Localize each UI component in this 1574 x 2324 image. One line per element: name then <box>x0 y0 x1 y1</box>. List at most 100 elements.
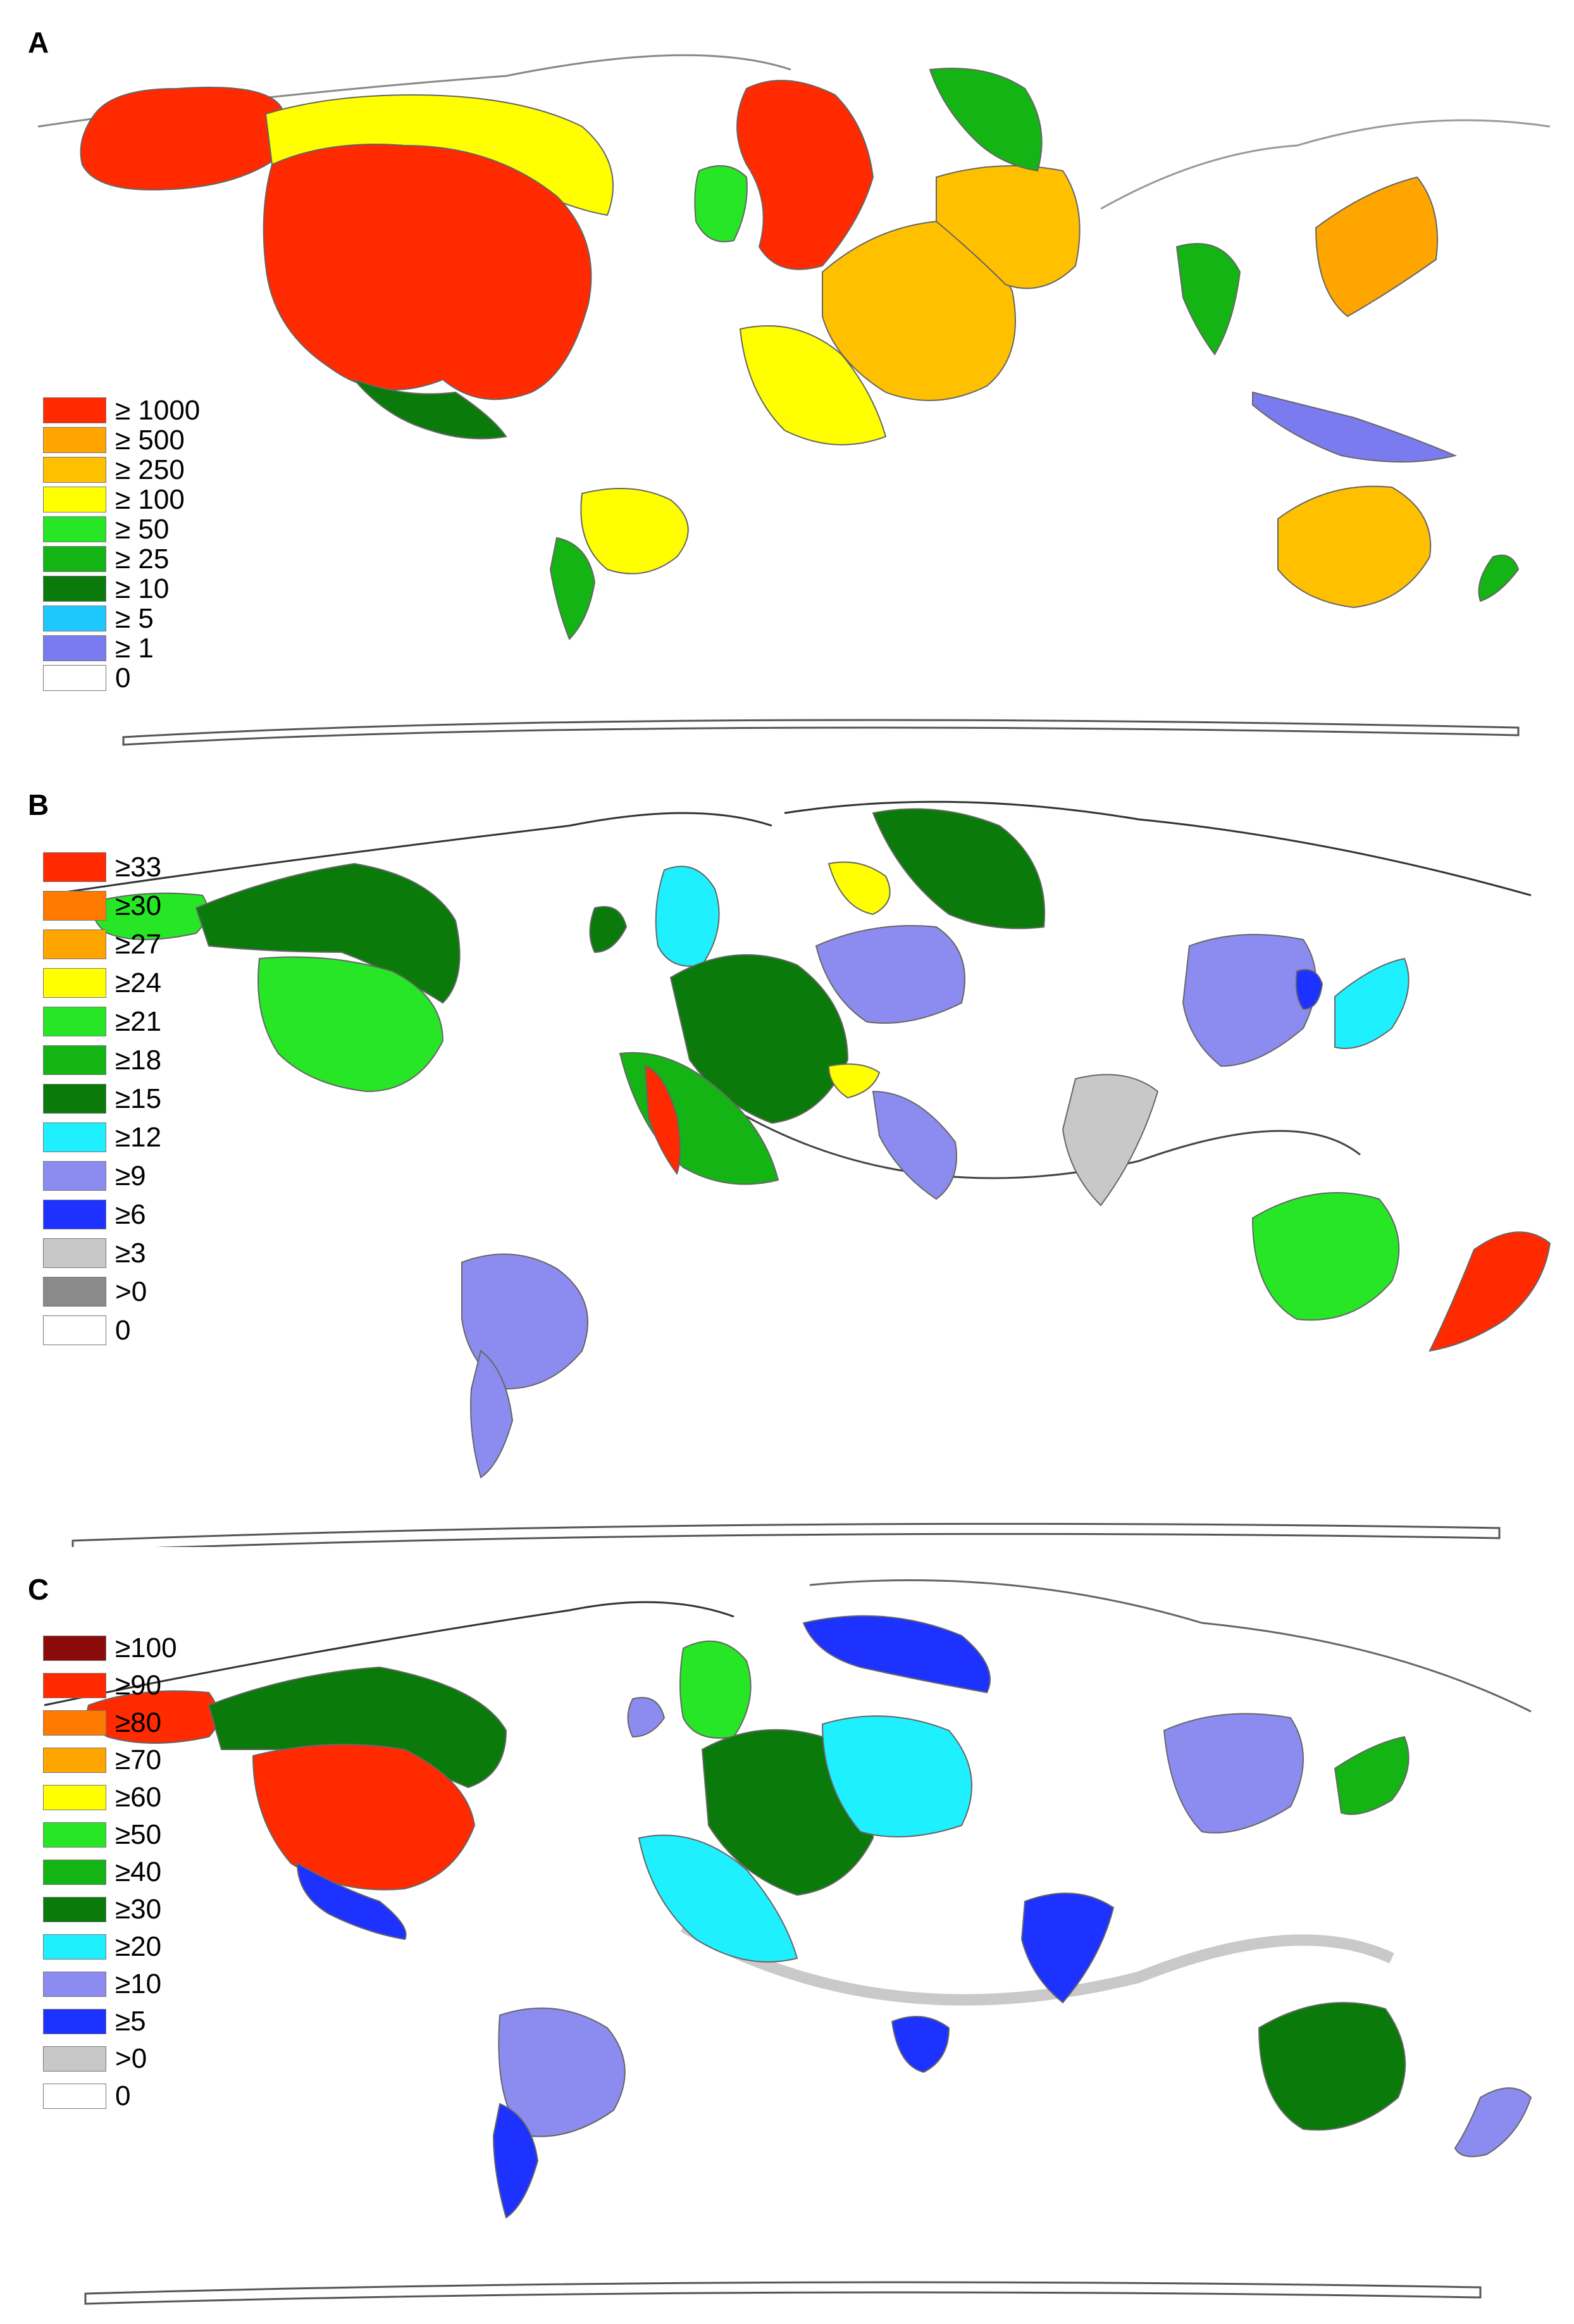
legend-item: ≥15 <box>43 1079 161 1118</box>
legend-label: 0 <box>115 662 131 693</box>
legend-item: ≥100 <box>43 1629 177 1667</box>
region-spain <box>638 1834 798 1963</box>
region-alaska <box>80 87 285 191</box>
region-canada <box>195 862 461 1004</box>
legend-label: 0 <box>115 2080 131 2111</box>
region-new-zealand <box>1428 1231 1551 1352</box>
legend-swatch <box>43 1200 106 1229</box>
legend-swatch <box>43 2083 106 2109</box>
legend-swatch <box>43 516 106 542</box>
legend-label: ≥60 <box>115 1781 162 1813</box>
legend-item: ≥ 250 <box>43 454 200 485</box>
legend-label: ≥9 <box>115 1160 146 1191</box>
region-uk <box>655 866 720 967</box>
legend-label: ≥ 250 <box>115 454 185 485</box>
legend-item: ≥60 <box>43 1779 177 1816</box>
legend-label: ≥80 <box>115 1706 162 1738</box>
legend-swatch <box>43 968 106 998</box>
legend-swatch <box>43 1859 106 1885</box>
legend-swatch <box>43 1747 106 1773</box>
region-scandinavia <box>802 1615 991 1694</box>
legend-swatch <box>43 1822 106 1848</box>
legend-item: ≥21 <box>43 1002 161 1041</box>
legend-swatch <box>43 1277 106 1307</box>
legend-swatch <box>43 1635 106 1661</box>
legend-swatch <box>43 891 106 921</box>
region-scandinavia <box>929 68 1043 172</box>
legend-label: ≥70 <box>115 1744 162 1775</box>
panel-label: B <box>28 788 49 821</box>
region-argentina <box>492 2103 539 2219</box>
region-mexico <box>296 1862 407 1941</box>
region-brazil <box>580 488 689 575</box>
legend-label: ≥40 <box>115 1856 162 1887</box>
region-uk <box>736 80 874 270</box>
legend-item: ≥ 5 <box>43 603 200 634</box>
region-usa <box>263 144 592 401</box>
legend-swatch <box>43 606 106 631</box>
legend-label: ≥ 10 <box>115 573 170 604</box>
region-germany <box>821 1715 972 1837</box>
region-uk <box>679 1640 752 1739</box>
legend-item: ≥9 <box>43 1157 161 1195</box>
region-india <box>1020 1892 1115 2004</box>
legend-swatch <box>43 397 106 423</box>
cartogram-map <box>44 1579 1532 2305</box>
legend-item: ≥5 <box>43 2003 177 2040</box>
cartogram-map <box>37 54 1551 746</box>
legend-item: ≥ 1 <box>43 632 200 664</box>
legend-item: ≥33 <box>43 848 161 886</box>
legend-swatch <box>43 546 106 572</box>
legend-item: ≥30 <box>43 886 161 925</box>
legend-item: ≥90 <box>43 1667 177 1704</box>
region-ireland <box>589 906 628 954</box>
legend-label: ≥27 <box>115 928 162 960</box>
legend-swatch <box>43 1710 106 1736</box>
region-portugal <box>644 1065 681 1176</box>
legend-label: ≥50 <box>115 1818 162 1850</box>
legend: ≥33 ≥30 ≥27 ≥24 ≥21 ≥18 ≥15 ≥12 ≥9 ≥6 ≥3… <box>43 848 161 1350</box>
legend-item: ≥80 <box>43 1704 177 1741</box>
legend-swatch <box>43 1672 106 1698</box>
legend-swatch <box>43 457 106 483</box>
legend-item: ≥ 10 <box>43 573 200 604</box>
panel-b: B ≥33 ≥30 ≥27 ≥24 ≥21 ≥18 ≥15 ≥12 <box>0 762 1574 1547</box>
region-mexico <box>352 378 507 440</box>
legend-swatch <box>43 1045 106 1075</box>
legend-label: ≥ 1 <box>115 632 154 664</box>
legend-item: ≥24 <box>43 964 161 1002</box>
legend-label: ≥ 50 <box>115 513 170 545</box>
legend-swatch <box>43 576 106 602</box>
legend-label: ≥ 1000 <box>115 394 201 426</box>
region-france <box>669 954 849 1124</box>
legend-label: >0 <box>115 2042 147 2074</box>
legend-label: ≥33 <box>115 851 162 883</box>
legend-item: ≥ 25 <box>43 544 200 575</box>
legend-item: ≥30 <box>43 1891 177 1928</box>
region-australia <box>1258 2002 1406 2131</box>
region-korea <box>1295 969 1323 1010</box>
legend-label: ≥21 <box>115 1005 162 1037</box>
legend-swatch <box>43 1007 106 1036</box>
legend-label: ≥18 <box>115 1044 162 1076</box>
legend-label: ≥24 <box>115 967 162 998</box>
legend: ≥100 ≥90 ≥80 ≥70 ≥60 ≥50 ≥40 ≥30 ≥20 ≥10… <box>43 1629 177 2115</box>
legend-item: ≥ 1000 <box>43 394 201 426</box>
legend-item: ≥ 500 <box>43 424 200 456</box>
region-usa <box>252 1744 476 1891</box>
legend-label: ≥ 500 <box>115 424 185 456</box>
legend-swatch <box>43 1315 106 1345</box>
legend-label: >0 <box>115 1276 147 1307</box>
legend-label: ≥ 100 <box>115 483 185 515</box>
region-china <box>1182 934 1317 1067</box>
region-ireland <box>694 165 748 242</box>
legend-label: ≥6 <box>115 1198 146 1230</box>
region-new-zealand <box>1454 2087 1532 2158</box>
region-australia <box>1251 1192 1400 1321</box>
region-southeast-asia <box>1252 391 1458 463</box>
legend-item: ≥40 <box>43 1853 177 1891</box>
legend-label: ≥100 <box>115 1632 177 1663</box>
legend-item: ≥6 <box>43 1195 161 1234</box>
legend-swatch <box>43 1161 106 1191</box>
legend-swatch <box>43 852 106 882</box>
